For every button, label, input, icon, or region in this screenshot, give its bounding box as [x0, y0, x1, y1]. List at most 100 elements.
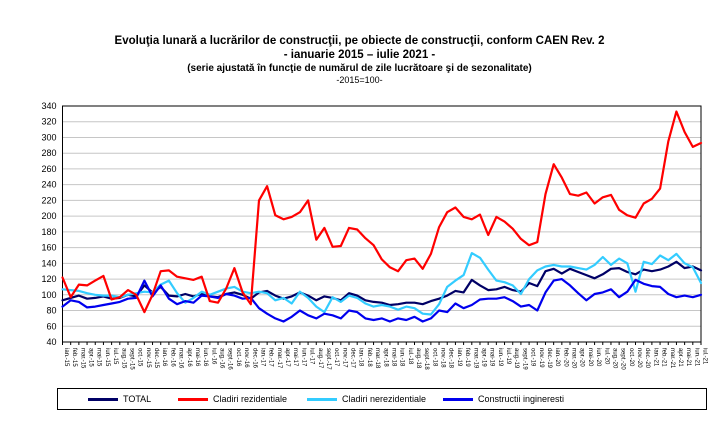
x-axis-tick-label: apr.-17: [284, 348, 290, 367]
x-axis-tick-label: apr.-21: [677, 348, 683, 367]
x-axis-tick-label: ian.-21: [652, 348, 658, 367]
x-axis-tick-label: nov.-19: [538, 348, 544, 368]
x-axis-tick-label: oct.-17: [333, 348, 339, 367]
x-axis-tick-label: dec.-15: [153, 348, 159, 369]
legend-line-sample: [178, 397, 208, 401]
x-axis-tick-label: nov.-16: [243, 348, 249, 368]
x-axis-tick-label: aug.-17: [317, 348, 323, 369]
x-axis-tick-label: mar.-20: [571, 348, 577, 369]
x-axis-tick-label: iul.-16: [210, 348, 216, 365]
x-axis-tick-label: ian.-19: [456, 348, 462, 367]
y-axis-tick-label: 160: [41, 243, 56, 253]
x-axis-tick-label: nov.-20: [636, 348, 642, 368]
x-axis-tick-label: feb.-19: [464, 348, 470, 367]
series-line-total: [61, 260, 703, 307]
x-axis-tick-label: iun.-15: [104, 348, 110, 367]
y-axis-tick-label: 340: [41, 101, 56, 111]
x-axis-tick-label: mar.-21: [669, 348, 675, 369]
x-axis-tick-label: mar.-15: [79, 348, 85, 369]
x-axis-tick-label: ian.-17: [259, 348, 265, 367]
x-axis-tick-label: apr.-15: [88, 348, 94, 367]
x-axis-tick-label: iun.-16: [202, 348, 208, 367]
legend-label: TOTAL: [123, 394, 152, 404]
x-axis-tick-label: dec.-16: [251, 348, 257, 369]
x-axis-tick-label: apr.-18: [382, 348, 388, 367]
x-axis-tick-label: sept.-15: [128, 348, 134, 370]
legend-line-sample: [88, 397, 118, 401]
x-axis-tick-label: oct.-20: [628, 348, 634, 367]
y-axis-tick-label: 320: [41, 117, 56, 127]
x-axis-tick-label: oct.-15: [137, 348, 143, 367]
x-axis-tick-label: aug.-20: [611, 348, 617, 369]
x-axis-tick-label: mar.-19: [472, 348, 478, 369]
y-axis-tick-label: 120: [41, 274, 56, 284]
y-axis-tick-label: 260: [41, 164, 56, 174]
x-axis-tick-label: feb.-16: [169, 348, 175, 367]
y-axis-tick-label: 200: [41, 211, 56, 221]
x-axis-tick-label: iul.-19: [505, 348, 511, 365]
chart-subtitle-adjustment: (serie ajustată în funcţie de numărul de…: [187, 63, 532, 74]
x-axis-tick-label: iul.-20: [603, 348, 609, 365]
y-axis-tick-label: 100: [41, 290, 56, 300]
x-axis-tick-label: iun.-19: [497, 348, 503, 367]
x-axis-tick-label: feb.-20: [562, 348, 568, 367]
x-axis-tick-label: sept.-18: [423, 348, 429, 370]
x-axis-tick-label: mai-20: [587, 348, 593, 367]
legend-line-sample: [443, 397, 473, 401]
x-axis-tick-label: dec.-20: [644, 348, 650, 369]
legend-line-sample: [307, 397, 337, 401]
y-axis-tick-label: 220: [41, 195, 56, 205]
y-axis-tick-label: 140: [41, 258, 56, 268]
x-axis-tick-label: iun.-18: [399, 348, 405, 367]
x-axis-tick-label: ian.-15: [63, 348, 69, 367]
x-axis-tick-label: mai-18: [390, 348, 396, 367]
x-axis-tick-label: nov.-17: [341, 348, 347, 368]
x-axis-tick-label: mai-19: [489, 348, 495, 367]
x-axis-tick-label: mar.-18: [374, 348, 380, 369]
x-axis-tick-label: sept.-17: [325, 348, 331, 370]
y-axis-tick-label: 280: [41, 148, 56, 158]
legend-label: Cladiri nerezidentiale: [342, 394, 427, 404]
x-axis-tick-label: iul.-18: [407, 348, 413, 365]
chart-title-block: Evoluţia lunară a lucrărilor de construc…: [0, 34, 719, 86]
legend-item-constructii-ingineresti: Constructii ingineresti: [443, 389, 564, 409]
legend-item-total: TOTAL: [88, 389, 151, 409]
x-axis-tick-label: apr.-16: [186, 348, 192, 367]
legend-item-cladiri-rezidentiale: Cladiri rezidentiale: [178, 389, 287, 409]
x-axis-tick-label: sept.-19: [521, 348, 527, 370]
y-axis-tick-label: 60: [46, 321, 56, 331]
series-line-constructii-ingineresti: [61, 278, 703, 323]
x-axis-tick-label: apr.-20: [579, 348, 585, 367]
x-axis-tick-label: iul.-17: [309, 348, 315, 365]
x-axis-tick-label: aug.-15: [120, 348, 126, 369]
x-axis-tick-label: dec.-18: [448, 348, 454, 369]
x-axis-tick-label: ian.-18: [358, 348, 364, 367]
chart-legend: TOTAL Cladiri rezidentiale Cladiri nerezid…: [57, 388, 707, 410]
x-axis-tick-label: aug.-19: [513, 348, 519, 369]
x-axis-tick-label: ian.-16: [161, 348, 167, 367]
y-axis-tick-label: 40: [46, 337, 56, 347]
x-axis-tick-label: mai-17: [292, 348, 298, 367]
x-axis-tick-label: nov.-18: [440, 348, 446, 368]
plot-border: [62, 105, 702, 343]
x-axis-tick-label: mar.-17: [276, 348, 282, 369]
x-axis-tick-label: iun.-21: [693, 348, 699, 367]
x-axis-tick-label: mar.-16: [178, 348, 184, 369]
x-axis-tick-label: oct.-18: [431, 348, 437, 367]
y-axis-tick-label: 80: [46, 306, 56, 316]
y-axis-tick-label: 180: [41, 227, 56, 237]
x-axis-tick-label: mai-16: [194, 348, 200, 367]
x-axis-tick-label: aug.-16: [219, 348, 225, 369]
x-axis-tick-label: sept.-20: [620, 348, 626, 370]
x-axis-tick-label: iun.-17: [300, 348, 306, 367]
series-line-cladiri-nerezidentiale: [61, 252, 703, 316]
x-axis-tick-label: mai-21: [685, 348, 691, 367]
x-axis-tick-label: oct.-19: [530, 348, 536, 367]
x-axis-tick-label: dec.-17: [350, 348, 356, 369]
x-axis-tick-label: feb.-15: [71, 348, 77, 367]
y-axis-tick-label: 240: [41, 180, 56, 190]
x-axis-tick-label: feb.-21: [661, 348, 667, 367]
x-axis-tick-label: iun.-20: [595, 348, 601, 367]
series-line-cladiri-rezidentiale: [61, 110, 703, 314]
